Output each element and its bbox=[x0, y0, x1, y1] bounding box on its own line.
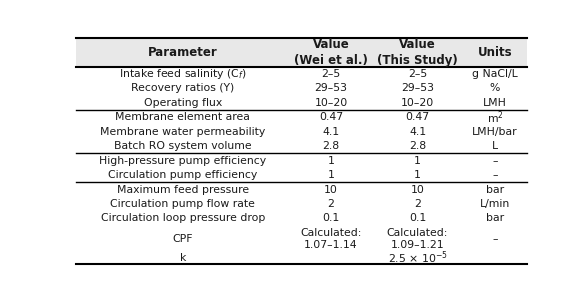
Text: Units: Units bbox=[477, 46, 512, 59]
Text: 1: 1 bbox=[414, 156, 421, 166]
Text: 0.1: 0.1 bbox=[322, 213, 340, 223]
Text: Circulation loop pressure drop: Circulation loop pressure drop bbox=[101, 213, 265, 223]
Text: Value
(This Study): Value (This Study) bbox=[377, 38, 458, 67]
Text: 2–5: 2–5 bbox=[408, 69, 427, 79]
Text: g NaCl/L: g NaCl/L bbox=[472, 69, 518, 79]
Text: Maximum feed pressure: Maximum feed pressure bbox=[117, 184, 249, 195]
Text: –: – bbox=[492, 156, 498, 166]
Text: 10–20: 10–20 bbox=[315, 98, 348, 108]
Text: 10–20: 10–20 bbox=[401, 98, 434, 108]
Text: Circulation pump efficiency: Circulation pump efficiency bbox=[108, 170, 258, 180]
Text: 1: 1 bbox=[328, 156, 335, 166]
Text: 2.8: 2.8 bbox=[322, 141, 339, 151]
Text: Parameter: Parameter bbox=[148, 46, 218, 59]
Text: 1: 1 bbox=[328, 170, 335, 180]
Text: Calculated:
1.09–1.21: Calculated: 1.09–1.21 bbox=[387, 228, 448, 250]
Text: 4.1: 4.1 bbox=[322, 127, 339, 137]
Text: Membrane element area: Membrane element area bbox=[115, 112, 250, 122]
Text: Circulation pump flow rate: Circulation pump flow rate bbox=[111, 199, 255, 209]
Text: 29–53: 29–53 bbox=[315, 83, 348, 94]
Text: bar: bar bbox=[486, 184, 504, 195]
Text: L/min: L/min bbox=[480, 199, 510, 209]
Text: LMH/bar: LMH/bar bbox=[472, 127, 518, 137]
Text: 2–5: 2–5 bbox=[322, 69, 340, 79]
Text: –: – bbox=[492, 170, 498, 180]
Text: %: % bbox=[490, 83, 500, 94]
Text: 0.1: 0.1 bbox=[409, 213, 426, 223]
Text: 2.8: 2.8 bbox=[409, 141, 426, 151]
Text: LMH: LMH bbox=[483, 98, 507, 108]
Text: 4.1: 4.1 bbox=[409, 127, 426, 137]
Text: 1: 1 bbox=[414, 170, 421, 180]
Text: 2.5 × 10$^{-5}$: 2.5 × 10$^{-5}$ bbox=[387, 250, 447, 266]
Text: CPF: CPF bbox=[173, 234, 193, 244]
Text: L: L bbox=[492, 141, 498, 151]
Text: 0.47: 0.47 bbox=[319, 112, 343, 122]
Text: Membrane water permeability: Membrane water permeability bbox=[100, 127, 266, 137]
Text: k: k bbox=[180, 253, 186, 263]
Text: 2: 2 bbox=[328, 199, 335, 209]
Text: m$^2$: m$^2$ bbox=[487, 109, 503, 126]
Text: Intake feed salinity (C$_f$): Intake feed salinity (C$_f$) bbox=[119, 67, 247, 81]
Text: bar: bar bbox=[486, 213, 504, 223]
Text: 0.47: 0.47 bbox=[406, 112, 430, 122]
Text: Value
(Wei et al.): Value (Wei et al.) bbox=[294, 38, 368, 67]
Text: –: – bbox=[492, 234, 498, 244]
Text: 10: 10 bbox=[410, 184, 425, 195]
Text: Operating flux: Operating flux bbox=[143, 98, 222, 108]
Text: 29–53: 29–53 bbox=[401, 83, 434, 94]
Text: Recovery ratios (Y): Recovery ratios (Y) bbox=[131, 83, 235, 94]
Text: 10: 10 bbox=[324, 184, 338, 195]
Text: 2: 2 bbox=[414, 199, 421, 209]
Text: Batch RO system volume: Batch RO system volume bbox=[114, 141, 252, 151]
Text: High-pressure pump efficiency: High-pressure pump efficiency bbox=[99, 156, 266, 166]
Text: Calculated:
1.07–1.14: Calculated: 1.07–1.14 bbox=[300, 228, 362, 250]
